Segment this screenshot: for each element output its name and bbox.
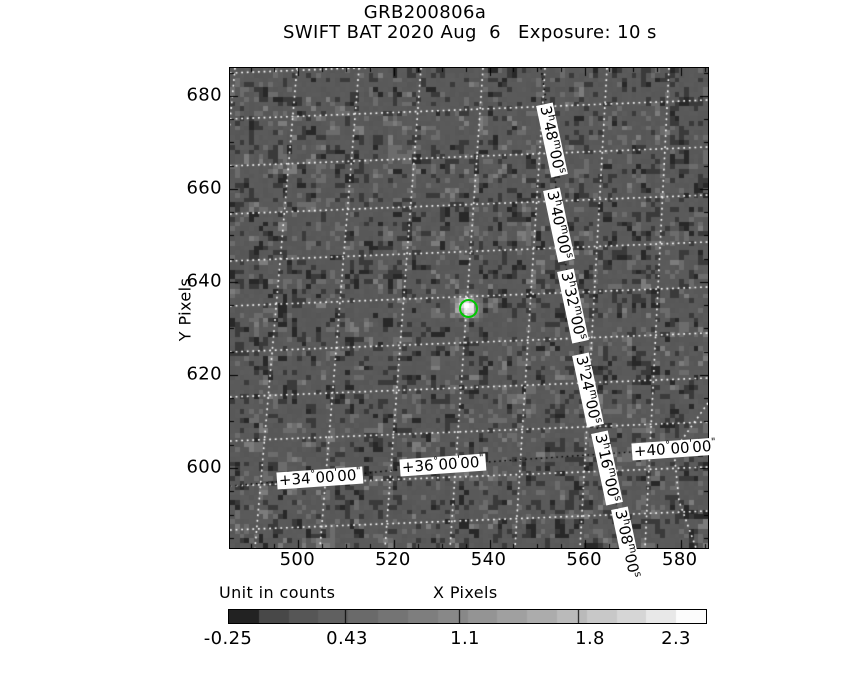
colorbar-label: 1.8 (575, 628, 605, 649)
x-tick-label: 580 (661, 549, 698, 570)
colorbar-label: -0.25 (203, 628, 253, 649)
x-axis-title: X Pixels (433, 583, 498, 602)
date-label: 2020 Aug 6 (387, 22, 501, 43)
grb-source-marker (459, 298, 479, 318)
x-tick-label: 500 (279, 549, 316, 570)
x-tick-label: 520 (375, 549, 411, 570)
colorbar-unit-label: Unit in counts (219, 583, 336, 602)
x-tick-label: 560 (566, 549, 602, 570)
exposure-label: Exposure: 10 s (518, 22, 657, 43)
colorbar-canvas (229, 610, 706, 623)
y-tick-label: 660 (186, 177, 222, 199)
instrument-label: SWIFT BAT (283, 22, 383, 43)
y-tick-label: 640 (186, 270, 222, 292)
colorbar-label: 1.1 (450, 628, 480, 649)
colorbar-label: 2.3 (661, 628, 691, 649)
y-tick-label: 680 (186, 84, 222, 106)
y-tick-label: 620 (186, 363, 222, 385)
sky-map-frame: 3h48m00s 3h40m00s 3h32m00s 3h24m00s 3h16m00s… (229, 67, 719, 582)
page-title: GRB200806a (363, 2, 487, 23)
colorbar-label: 0.43 (326, 628, 368, 649)
x-tick-label: 540 (470, 549, 507, 570)
colorbar (228, 609, 707, 624)
y-tick-label: 600 (186, 456, 222, 478)
